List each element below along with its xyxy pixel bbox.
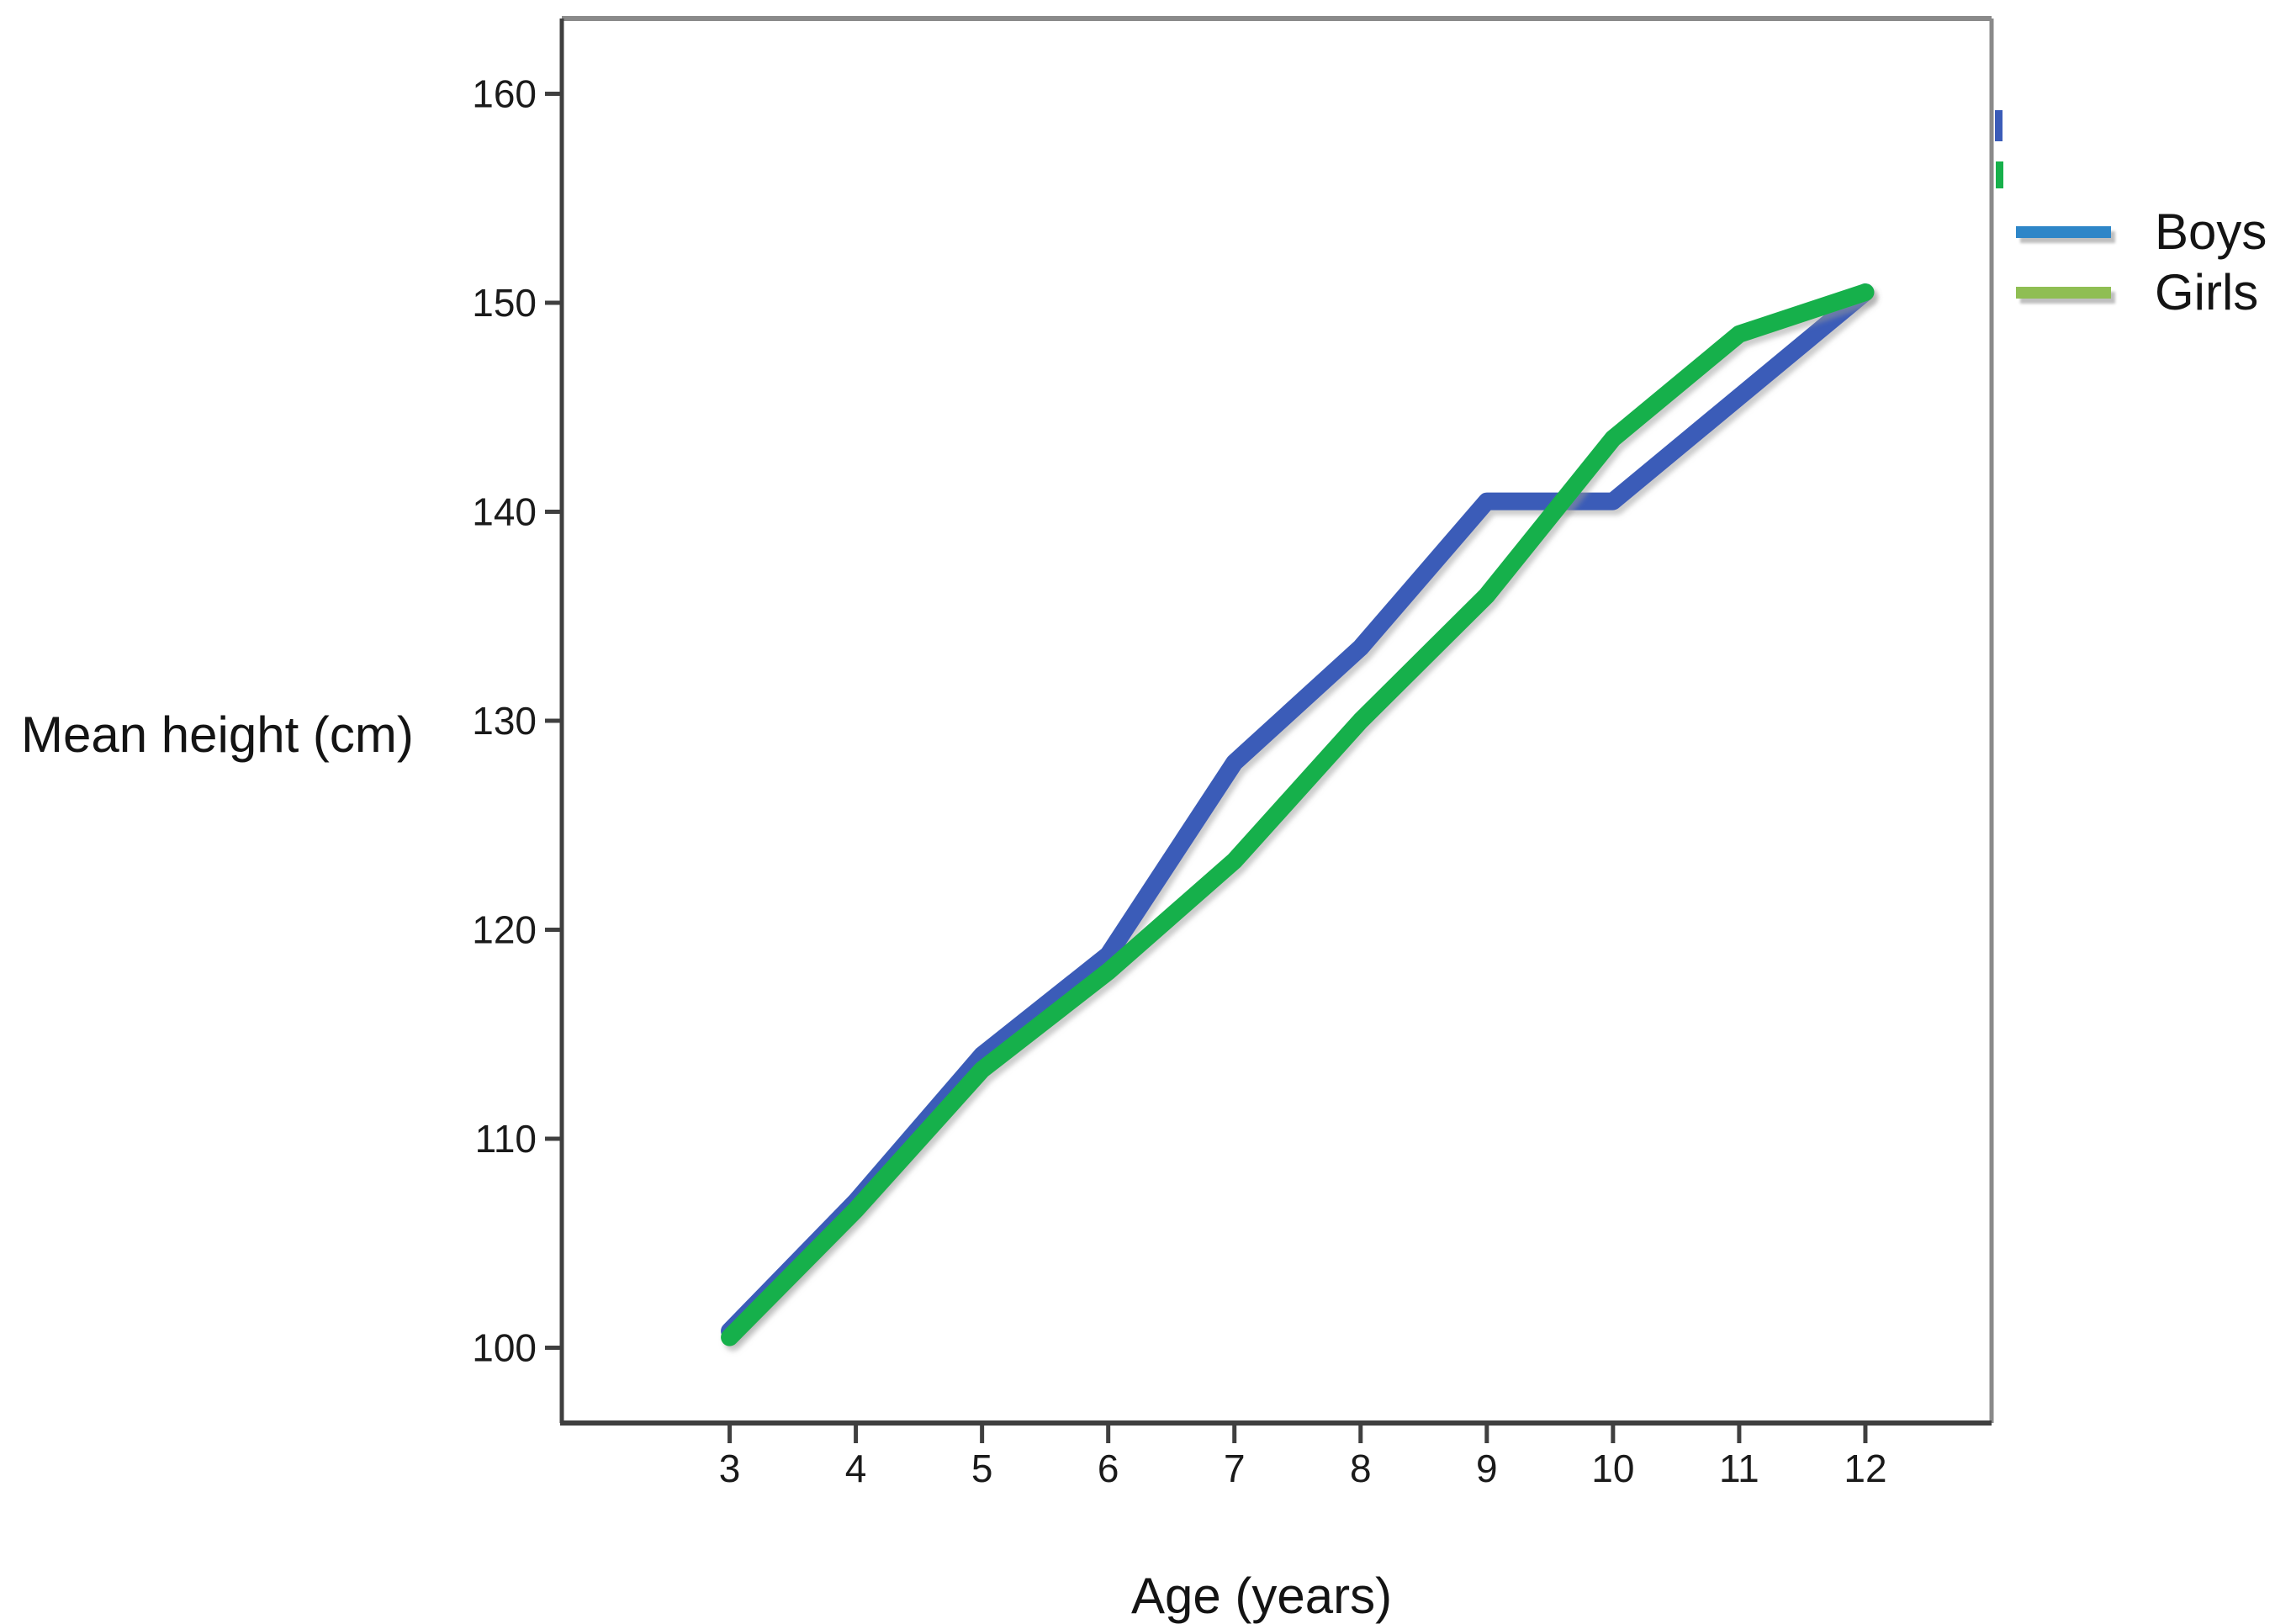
legend-row-boys: Boys	[2016, 202, 2267, 262]
y-axis-title: Mean height (cm)	[21, 706, 414, 763]
y-tick-label: 110	[475, 1117, 537, 1161]
x-tick-label: 5	[971, 1447, 993, 1490]
x-tick-label: 8	[1350, 1447, 1372, 1490]
series-line-boys	[721, 283, 1875, 1341]
y-tick-label: 160	[472, 71, 537, 115]
x-axis-title: Age (years)	[1130, 1568, 1393, 1624]
x-tick-label: 12	[1844, 1447, 1886, 1490]
x-tick-label: 3	[719, 1447, 741, 1490]
y-tick-label: 140	[472, 489, 537, 533]
stray-mark-green	[1996, 161, 2003, 188]
x-tick-label: 11	[1719, 1447, 1759, 1490]
y-tick-label: 120	[472, 908, 537, 952]
x-tick-label: 4	[845, 1447, 867, 1490]
legend: Boys Girls	[2016, 202, 2267, 323]
x-tick-label: 6	[1098, 1447, 1119, 1490]
y-tick-label: 150	[472, 281, 537, 325]
girls-legend-label: Girls	[2155, 264, 2259, 320]
stray-mark-blue	[1995, 110, 2003, 141]
x-tick-label: 10	[1591, 1447, 1634, 1490]
series-line-girls	[721, 283, 1875, 1346]
girls-legend-swatch	[2016, 287, 2111, 299]
boys-legend-swatch	[2016, 226, 2111, 238]
x-tick-label: 9	[1476, 1447, 1498, 1490]
y-tick-label: 100	[472, 1326, 537, 1370]
boys-legend-label: Boys	[2155, 204, 2267, 260]
x-tick-label: 7	[1224, 1447, 1246, 1490]
y-tick-label: 130	[472, 699, 537, 743]
legend-row-girls: Girls	[2016, 262, 2267, 323]
